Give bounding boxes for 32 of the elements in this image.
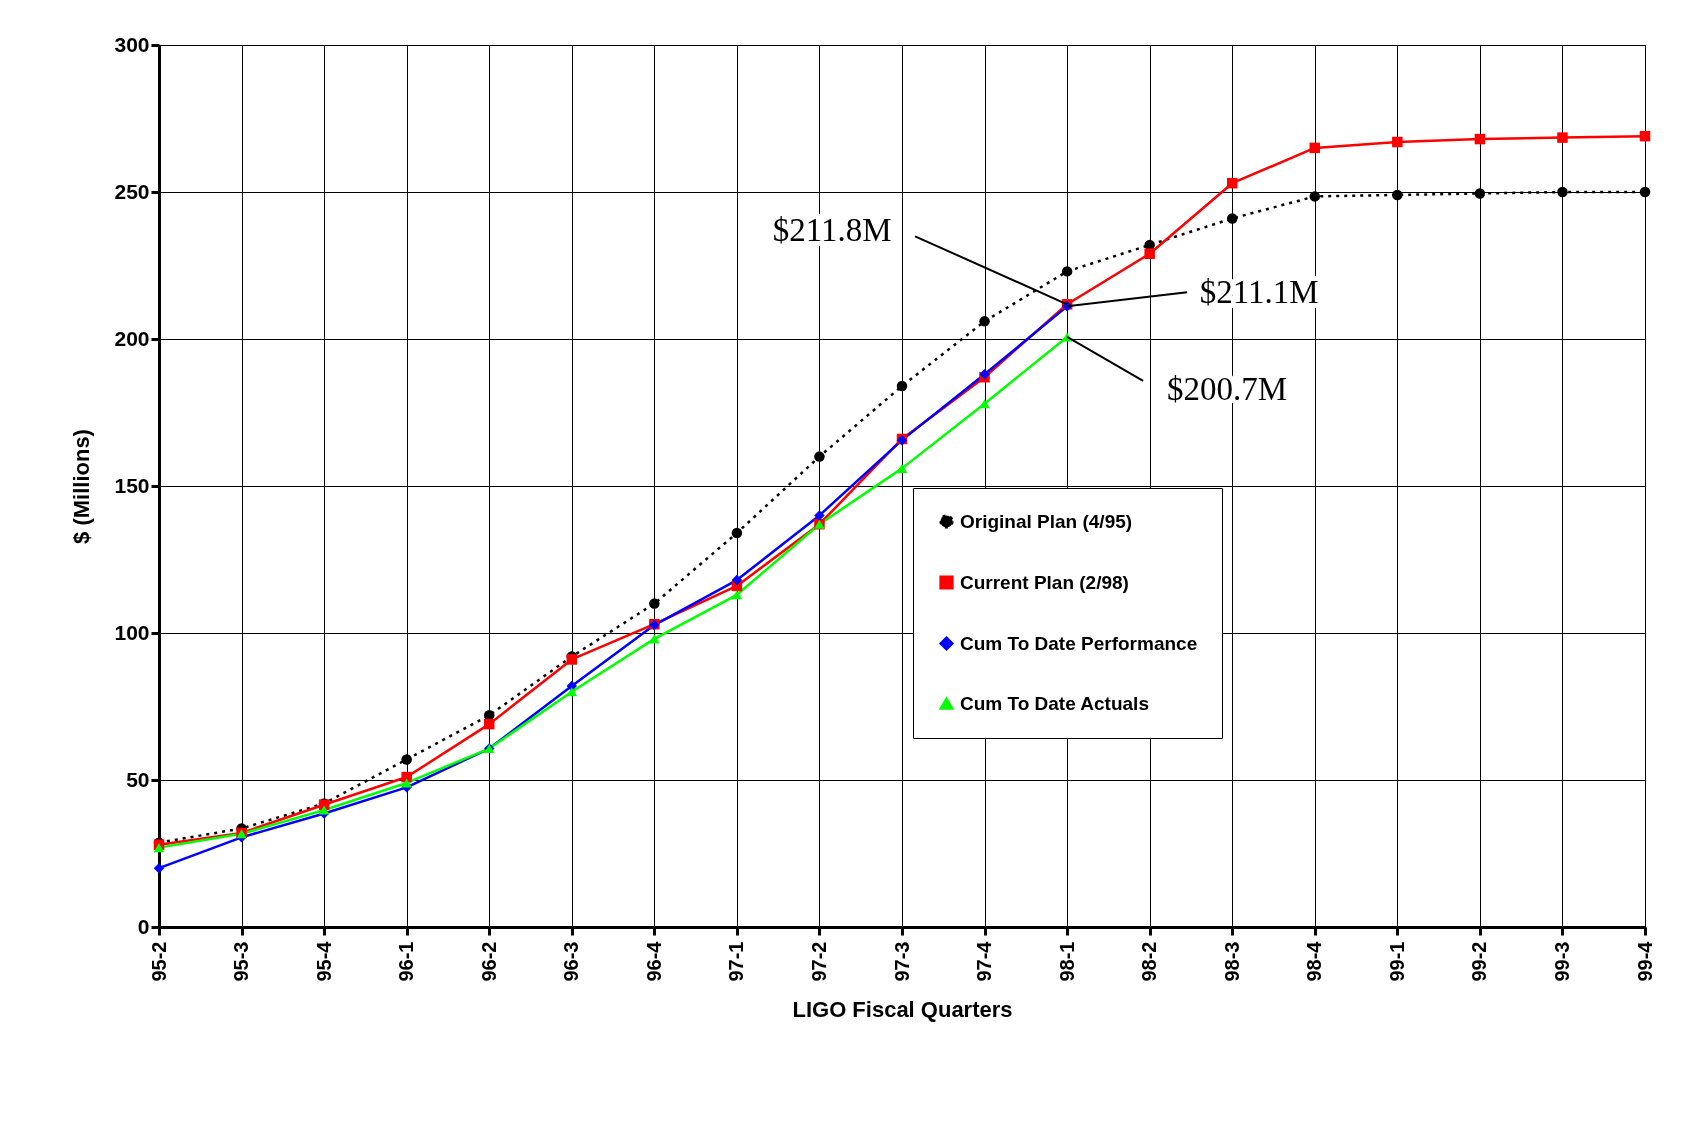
x-axis-title: LIGO Fiscal Quarters xyxy=(792,996,1013,1022)
x-tick-label: 96-1 xyxy=(395,941,418,982)
y-tick-label: 50 xyxy=(126,767,150,791)
y-tick-label: 0 xyxy=(137,914,150,938)
legend-label: Current Plan (2/98) xyxy=(960,571,1129,593)
x-tick-label: 96-3 xyxy=(560,941,583,982)
x-tick-label: 95-2 xyxy=(147,941,170,982)
y-axis-title: $ (Millions) xyxy=(69,429,95,544)
x-tick-label: 97-2 xyxy=(807,941,830,982)
x-tick-label: 96-4 xyxy=(642,940,665,982)
x-tick-label: 98-4 xyxy=(1303,940,1326,982)
y-tick-label: 100 xyxy=(114,620,150,644)
x-tick-label: 97-4 xyxy=(973,940,996,982)
legend-label: Cum To Date Actuals xyxy=(960,692,1149,714)
x-tick-label: 99-2 xyxy=(1468,941,1491,982)
x-tick-label: 97-3 xyxy=(890,941,913,982)
x-tick-label: 96-2 xyxy=(477,941,500,982)
x-tick-label: 99-3 xyxy=(1550,941,1573,982)
y-tick-label: 250 xyxy=(114,179,150,203)
x-tick-label: 98-3 xyxy=(1220,941,1243,982)
y-tick-label: 300 xyxy=(114,32,150,56)
x-tick-label: 95-4 xyxy=(312,940,335,982)
x-tick-label: 99-4 xyxy=(1633,940,1656,982)
y-tick-label: 200 xyxy=(114,326,150,350)
x-tick-label: 97-1 xyxy=(725,941,748,982)
y-tick-label: 150 xyxy=(114,473,150,497)
legend-label: Cum To Date Performance xyxy=(960,632,1198,654)
x-tick-label: 98-2 xyxy=(1138,941,1161,982)
x-tick-label: 98-1 xyxy=(1055,941,1078,982)
x-tick-label: 99-1 xyxy=(1385,941,1408,982)
x-tick-label: 95-3 xyxy=(230,941,253,982)
legend-label: Original Plan (4/95) xyxy=(960,510,1133,532)
